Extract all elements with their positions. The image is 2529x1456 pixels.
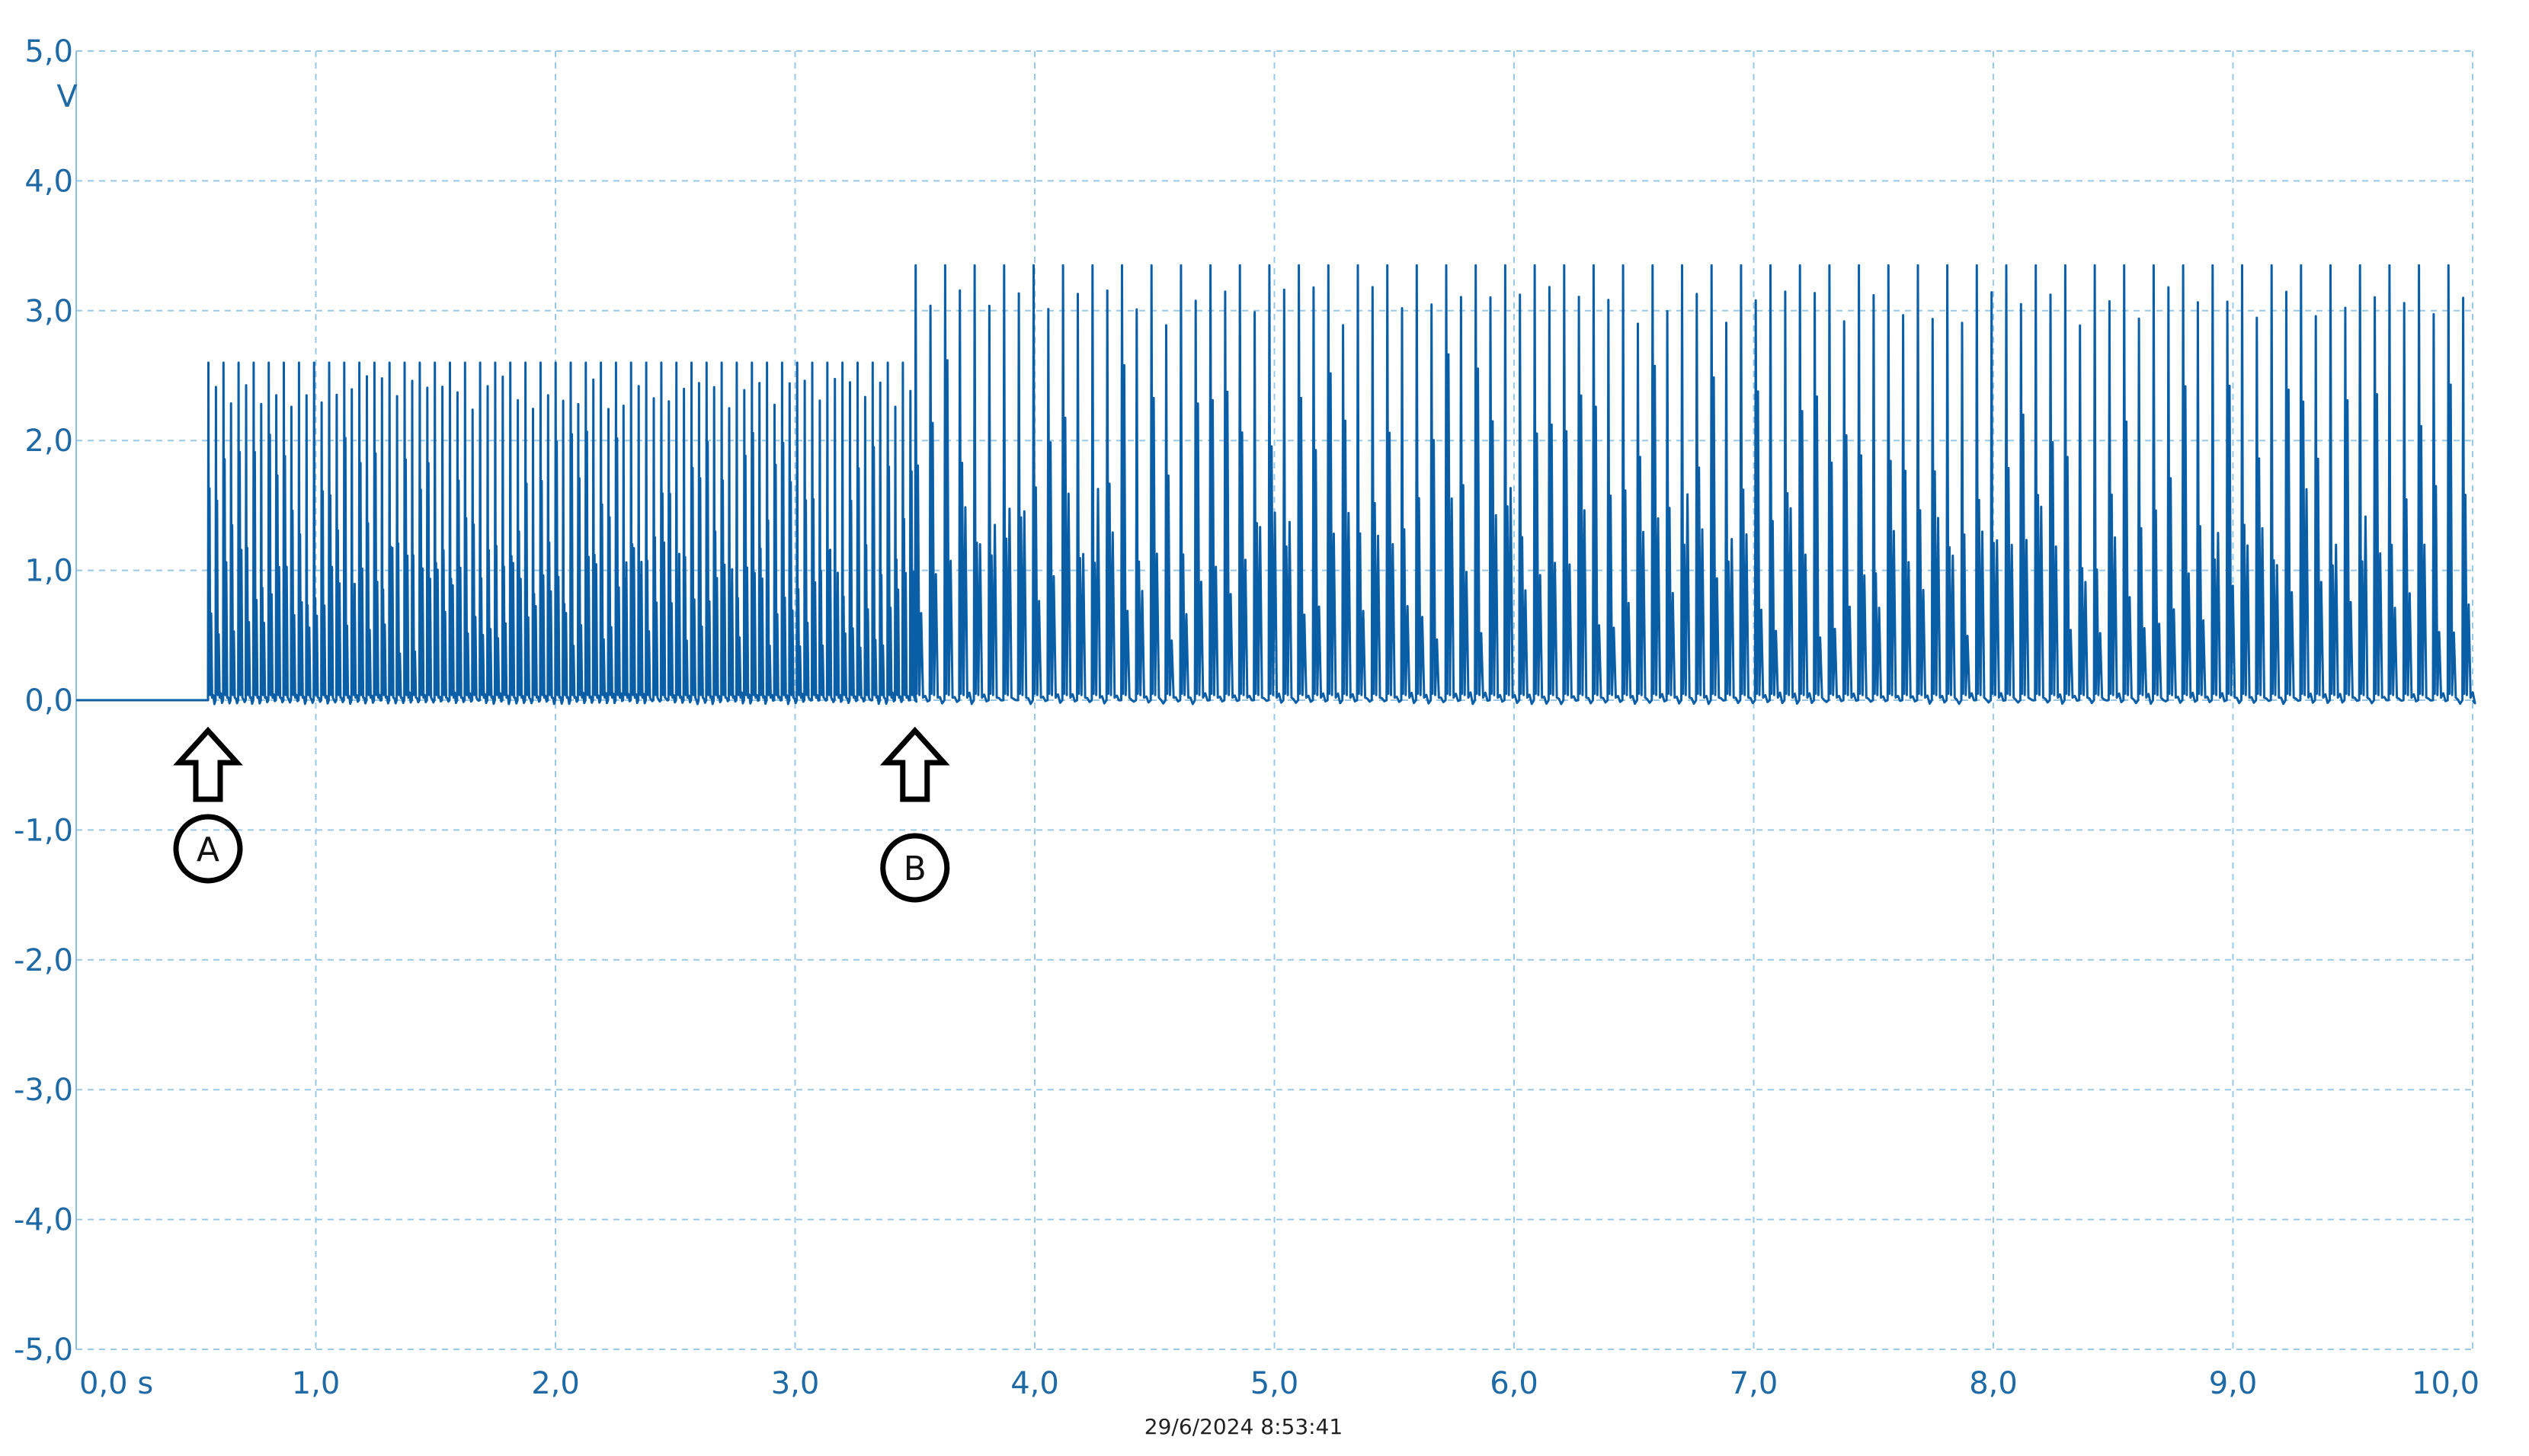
x-tick-label: 8,0 <box>1969 1366 2018 1401</box>
x-tick-label: 0,0 s <box>79 1366 153 1401</box>
y-tick-label: -5,0 <box>14 1333 73 1368</box>
grid-lines <box>75 50 2473 1350</box>
y-tick-label: -4,0 <box>14 1203 73 1238</box>
annotation-label: B <box>904 850 927 888</box>
y-tick-label: 2,0 <box>24 424 73 459</box>
up-arrow-icon <box>879 726 950 802</box>
x-tick-label: 1,0 <box>292 1366 341 1401</box>
signal-trace <box>76 264 2476 706</box>
y-tick-label: -1,0 <box>14 813 73 848</box>
annotation-marker-b: B <box>879 726 950 903</box>
y-tick-label: 1,0 <box>24 554 73 589</box>
x-tick-label: 9,0 <box>2209 1366 2258 1401</box>
y-tick-label: 3,0 <box>24 294 73 329</box>
up-arrow-icon <box>173 726 243 802</box>
x-tick-labels: 0,0 s 1,0 2,0 3,0 4,0 5,0 6,0 7,0 8,0 9,0 10,0 <box>79 1366 2479 1401</box>
annotation-marker-a: A <box>173 726 243 884</box>
x-tick-label: 3,0 <box>771 1366 820 1401</box>
timestamp: 29/6/2024 8:53:41 <box>1144 1414 1343 1439</box>
y-tick-labels: 5,0 4,0 3,0 2,0 1,0 0,0 -1,0 -2,0 -3,0 -4,0 -5,0 <box>14 34 73 1368</box>
voltage-trace <box>76 264 2476 706</box>
circle-marker <box>880 833 950 903</box>
x-tick-label: 7,0 <box>1730 1366 1778 1401</box>
x-tick-label: 10,0 <box>2412 1366 2479 1401</box>
y-tick-label: 5,0 <box>24 34 73 69</box>
y-tick-label: 4,0 <box>24 164 73 199</box>
x-tick-label: 6,0 <box>1490 1366 1538 1401</box>
y-tick-label: -2,0 <box>14 943 73 978</box>
y-unit-label: V <box>56 79 78 114</box>
x-tick-label: 4,0 <box>1010 1366 1059 1401</box>
x-tick-label: 5,0 <box>1250 1366 1299 1401</box>
annotation-label: A <box>197 830 219 869</box>
y-tick-label: -3,0 <box>14 1073 73 1108</box>
y-tick-label: 0,0 <box>24 683 73 718</box>
x-tick-label: 2,0 <box>531 1366 580 1401</box>
circle-marker <box>173 814 243 884</box>
